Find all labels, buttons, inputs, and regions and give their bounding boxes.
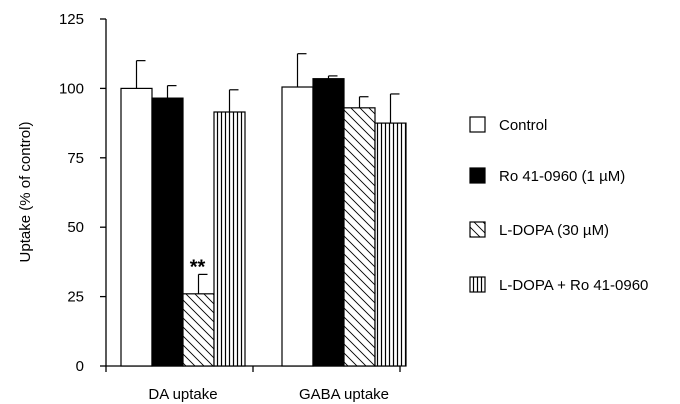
legend-label: L-DOPA (30 µM) bbox=[499, 222, 609, 239]
category-label: GABA uptake bbox=[299, 386, 389, 403]
y-tick-label: 50 bbox=[67, 219, 84, 236]
y-tick-label: 75 bbox=[67, 150, 84, 167]
y-tick-label: 25 bbox=[67, 289, 84, 306]
significance-marker: ** bbox=[190, 256, 206, 278]
bar bbox=[281, 86, 314, 367]
legend-label: L-DOPA + Ro 41-0960 bbox=[499, 277, 648, 294]
bar bbox=[120, 87, 153, 367]
axes: 0 25 50 75 100 125 DA uptake GABA uptake bbox=[59, 11, 401, 403]
legend-swatch bbox=[469, 276, 486, 293]
bar bbox=[343, 107, 376, 367]
y-tick-label: 125 bbox=[59, 11, 84, 28]
annotations: ** bbox=[190, 256, 206, 278]
legend-swatch bbox=[469, 221, 486, 238]
bars bbox=[120, 53, 407, 367]
legend-label: Control bbox=[499, 117, 547, 134]
legend-swatch bbox=[469, 116, 486, 133]
y-tick-label: 100 bbox=[59, 80, 84, 97]
legend-swatch bbox=[469, 167, 486, 184]
bar bbox=[213, 111, 246, 367]
bar bbox=[374, 122, 407, 367]
y-tick-label: 0 bbox=[76, 358, 84, 375]
bar bbox=[151, 97, 184, 367]
y-axis-label: Uptake (% of control) bbox=[17, 122, 34, 263]
legend-label: Ro 41-0960 (1 µM) bbox=[499, 168, 625, 185]
bar bbox=[182, 293, 215, 367]
bar bbox=[312, 78, 345, 367]
legend: Control Ro 41-0960 (1 µM) L-DOPA (30 µM) L-… bbox=[469, 116, 648, 294]
category-label: DA uptake bbox=[148, 386, 217, 403]
